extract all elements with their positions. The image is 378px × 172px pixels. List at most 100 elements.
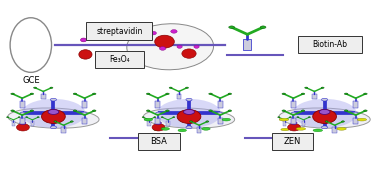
- Ellipse shape: [281, 128, 289, 131]
- FancyBboxPatch shape: [166, 121, 170, 126]
- FancyBboxPatch shape: [177, 94, 181, 99]
- FancyBboxPatch shape: [61, 127, 66, 133]
- Ellipse shape: [50, 98, 56, 101]
- Ellipse shape: [34, 87, 37, 88]
- Text: ZEN: ZEN: [284, 137, 301, 146]
- Ellipse shape: [154, 117, 156, 118]
- Text: GCE: GCE: [22, 76, 40, 85]
- Ellipse shape: [166, 93, 169, 95]
- Ellipse shape: [289, 117, 291, 118]
- Ellipse shape: [155, 35, 174, 48]
- Ellipse shape: [209, 110, 212, 111]
- FancyBboxPatch shape: [302, 121, 305, 126]
- Ellipse shape: [209, 93, 212, 95]
- FancyBboxPatch shape: [353, 118, 358, 125]
- Ellipse shape: [292, 99, 357, 128]
- Ellipse shape: [11, 110, 14, 111]
- FancyBboxPatch shape: [243, 39, 251, 50]
- Ellipse shape: [155, 112, 161, 115]
- FancyBboxPatch shape: [312, 94, 317, 99]
- Ellipse shape: [155, 122, 161, 124]
- Ellipse shape: [146, 93, 150, 95]
- Ellipse shape: [157, 99, 221, 128]
- Ellipse shape: [161, 127, 169, 130]
- Ellipse shape: [173, 117, 175, 118]
- Ellipse shape: [161, 117, 163, 118]
- Ellipse shape: [364, 93, 367, 95]
- Ellipse shape: [186, 98, 192, 101]
- Ellipse shape: [194, 45, 199, 48]
- Ellipse shape: [150, 31, 156, 35]
- FancyBboxPatch shape: [138, 133, 180, 149]
- Ellipse shape: [8, 108, 99, 128]
- Ellipse shape: [278, 117, 280, 118]
- Ellipse shape: [222, 118, 231, 121]
- Ellipse shape: [81, 38, 87, 42]
- Ellipse shape: [93, 93, 96, 95]
- Ellipse shape: [364, 110, 367, 111]
- Ellipse shape: [189, 121, 192, 122]
- FancyBboxPatch shape: [283, 121, 286, 126]
- Ellipse shape: [341, 121, 344, 122]
- FancyBboxPatch shape: [82, 118, 87, 125]
- Ellipse shape: [18, 117, 20, 118]
- Ellipse shape: [146, 110, 150, 111]
- Text: BSA: BSA: [150, 137, 167, 146]
- Ellipse shape: [26, 117, 28, 118]
- Ellipse shape: [321, 87, 324, 88]
- FancyBboxPatch shape: [41, 94, 46, 99]
- Ellipse shape: [171, 30, 177, 33]
- Text: Biotin-Ab: Biotin-Ab: [313, 40, 348, 49]
- Ellipse shape: [282, 110, 285, 111]
- Ellipse shape: [79, 50, 92, 59]
- FancyBboxPatch shape: [217, 101, 223, 108]
- Ellipse shape: [297, 117, 299, 118]
- Ellipse shape: [344, 93, 348, 95]
- FancyBboxPatch shape: [87, 23, 152, 40]
- Ellipse shape: [228, 93, 232, 95]
- Ellipse shape: [160, 47, 166, 50]
- Ellipse shape: [344, 110, 348, 111]
- Ellipse shape: [288, 124, 301, 131]
- Ellipse shape: [177, 45, 182, 48]
- Ellipse shape: [352, 112, 358, 115]
- Ellipse shape: [279, 118, 289, 121]
- Ellipse shape: [11, 93, 14, 95]
- Text: streptavidin: streptavidin: [96, 27, 143, 36]
- Ellipse shape: [319, 109, 330, 114]
- Ellipse shape: [301, 110, 305, 111]
- FancyBboxPatch shape: [197, 127, 201, 133]
- Ellipse shape: [337, 127, 346, 130]
- Ellipse shape: [279, 108, 370, 128]
- Ellipse shape: [50, 126, 56, 129]
- Ellipse shape: [93, 110, 96, 111]
- FancyBboxPatch shape: [95, 51, 144, 68]
- FancyBboxPatch shape: [31, 121, 34, 126]
- Ellipse shape: [291, 112, 297, 115]
- FancyBboxPatch shape: [20, 101, 25, 108]
- FancyBboxPatch shape: [217, 118, 223, 125]
- FancyBboxPatch shape: [12, 121, 15, 126]
- Ellipse shape: [73, 93, 77, 95]
- Ellipse shape: [17, 124, 29, 131]
- FancyBboxPatch shape: [147, 121, 151, 126]
- Ellipse shape: [282, 93, 285, 95]
- Ellipse shape: [54, 121, 57, 122]
- Ellipse shape: [127, 24, 214, 70]
- Ellipse shape: [30, 110, 34, 111]
- Ellipse shape: [37, 117, 39, 118]
- Ellipse shape: [153, 128, 160, 131]
- Ellipse shape: [206, 121, 209, 122]
- Ellipse shape: [20, 122, 26, 124]
- Ellipse shape: [322, 98, 328, 101]
- Ellipse shape: [21, 99, 86, 128]
- Ellipse shape: [6, 117, 9, 118]
- FancyBboxPatch shape: [332, 127, 337, 133]
- Ellipse shape: [42, 110, 65, 123]
- Ellipse shape: [184, 109, 194, 114]
- Ellipse shape: [152, 124, 165, 131]
- Ellipse shape: [322, 126, 328, 129]
- Ellipse shape: [229, 26, 234, 29]
- Ellipse shape: [296, 127, 305, 130]
- Ellipse shape: [50, 87, 53, 88]
